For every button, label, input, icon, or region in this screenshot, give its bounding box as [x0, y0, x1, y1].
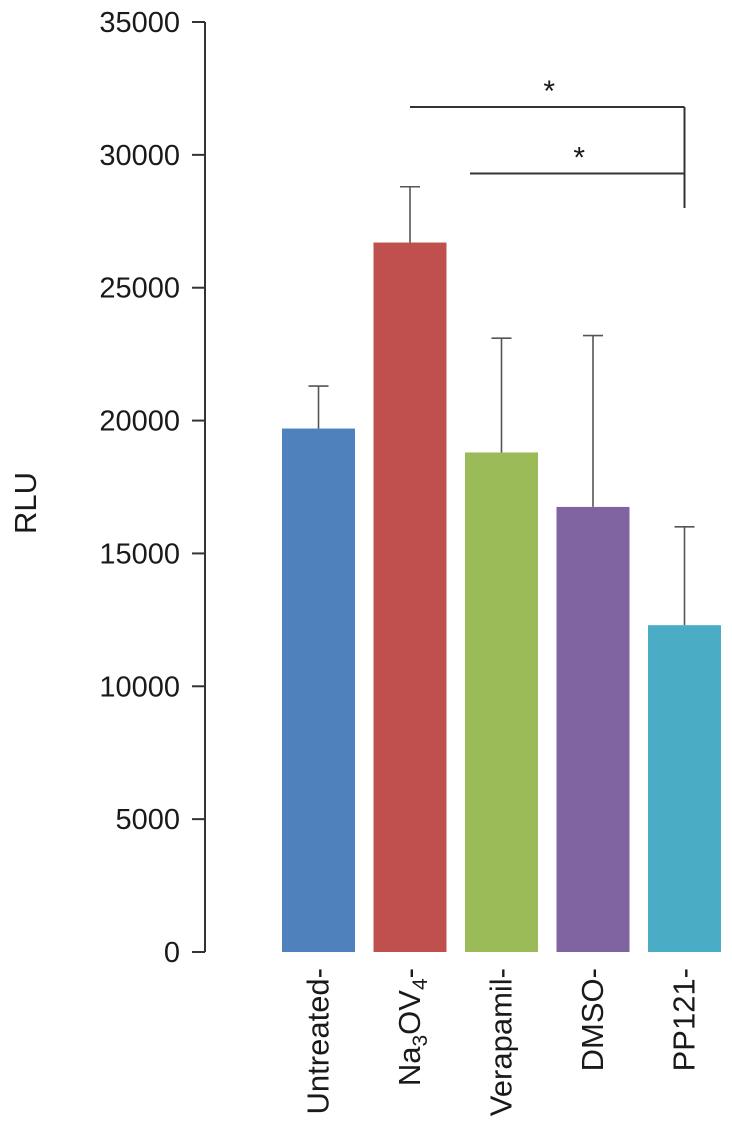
x-tick-label: Na3OV4- [392, 968, 432, 1086]
bar [373, 242, 447, 953]
y-tick-label: 0 [164, 937, 180, 969]
y-axis: 0 5000 10000 15000 20000 25000 30000 35000 [99, 7, 206, 969]
y-tick-label: 5000 [115, 804, 180, 836]
y-tick-label: 35000 [99, 7, 180, 39]
x-tick-label: Verapamil- [484, 968, 519, 1116]
bars [282, 242, 721, 953]
error-bars [308, 185, 695, 626]
significance-brackets: ** [410, 75, 686, 208]
y-tick-label: 20000 [99, 406, 180, 438]
y-tick-label: 25000 [99, 273, 180, 305]
bar [465, 452, 538, 952]
bar [556, 506, 630, 952]
x-axis-labels: Untreated- Na3OV4- Verapamil- DMSO- PP121- [301, 968, 702, 1116]
y-tick-label: 30000 [99, 140, 180, 172]
x-tick-label: Untreated- [301, 968, 336, 1114]
y-tick-label: 10000 [99, 671, 180, 703]
bar [282, 428, 355, 952]
y-tick-label: 15000 [99, 538, 180, 570]
x-tick-label: PP121- [667, 968, 702, 1071]
significance-star: * [543, 75, 555, 108]
x-tick-label: DMSO- [575, 968, 610, 1071]
significance-star: * [573, 141, 585, 174]
bar [648, 625, 721, 952]
y-axis-title: RLU [8, 472, 43, 534]
